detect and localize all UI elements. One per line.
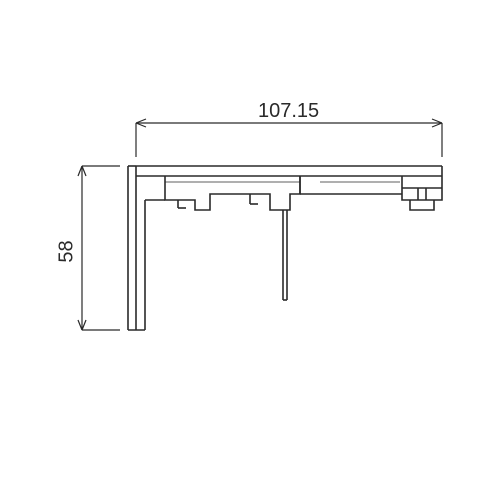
height-dimension-label: 58	[56, 240, 79, 262]
width-dimension-label: 107.15	[258, 100, 319, 123]
